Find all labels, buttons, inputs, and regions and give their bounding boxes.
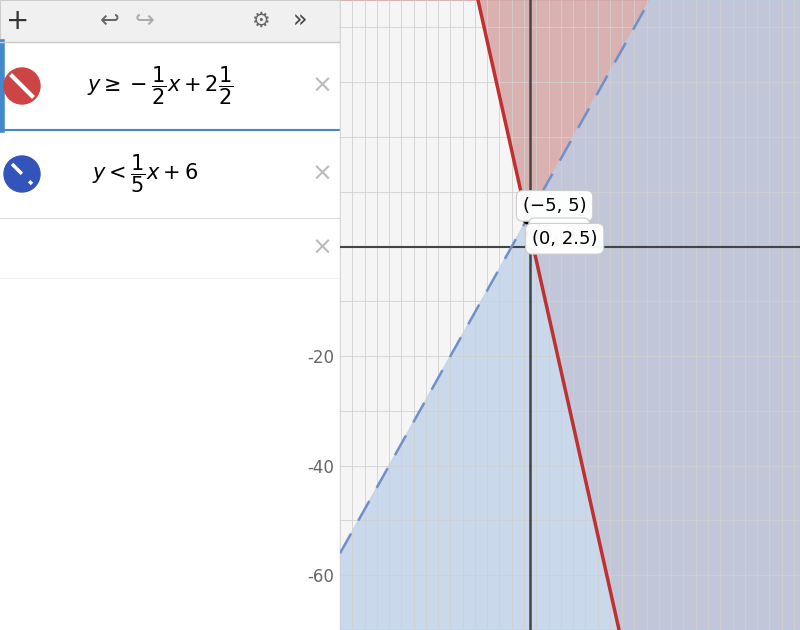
Text: »: »	[293, 9, 307, 33]
Text: (5, 0): (5, 0)	[535, 224, 583, 243]
Text: ×: ×	[311, 236, 333, 260]
Bar	[0, 0, 340, 42]
Text: (0, 2.5): (0, 2.5)	[532, 230, 598, 248]
Text: $y < \dfrac{1}{5}x + 6$: $y < \dfrac{1}{5}x + 6$	[92, 152, 198, 195]
Bar	[0, 130, 340, 218]
Text: ⚙: ⚙	[250, 11, 270, 31]
Text: ↪: ↪	[135, 9, 155, 33]
Text: (−5, 5): (−5, 5)	[522, 197, 586, 215]
Text: ↩: ↩	[100, 9, 120, 33]
Text: $y \geq -\dfrac{1}{2}x + 2\dfrac{1}{2}$: $y \geq -\dfrac{1}{2}x + 2\dfrac{1}{2}$	[86, 65, 234, 107]
Circle shape	[4, 156, 40, 192]
Text: ×: ×	[311, 162, 333, 186]
Text: +: +	[6, 7, 30, 35]
Text: ×: ×	[311, 74, 333, 98]
Circle shape	[4, 68, 40, 104]
Bar	[0, 42, 340, 130]
